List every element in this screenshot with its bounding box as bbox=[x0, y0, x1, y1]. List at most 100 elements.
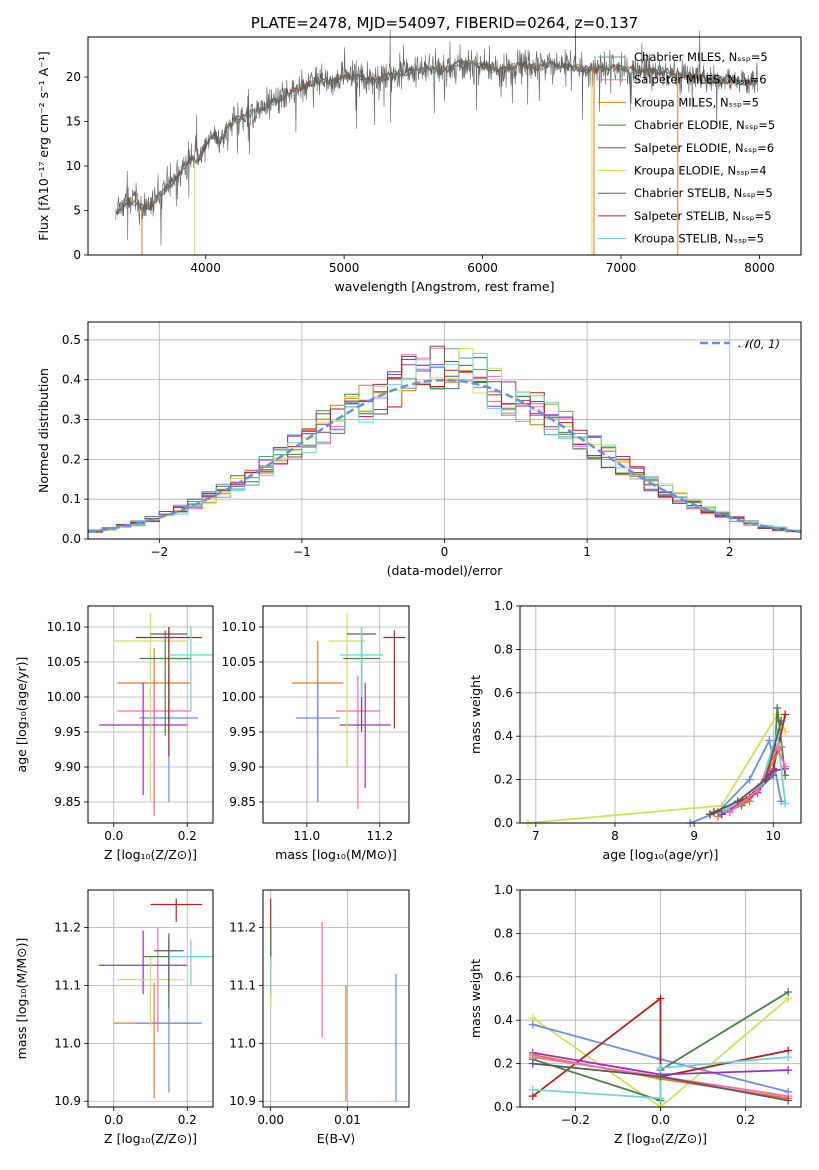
y-tick-label: 1.0 bbox=[494, 599, 513, 613]
y-tick-label: 0.3 bbox=[62, 413, 81, 427]
weight-point-marker bbox=[656, 1072, 665, 1081]
y-tick-label: 0.5 bbox=[62, 333, 81, 347]
y-tick-label: 11.2 bbox=[54, 921, 81, 935]
y-tick-label: 10.9 bbox=[229, 1094, 256, 1108]
axes-frame bbox=[87, 605, 214, 824]
y-tick-label: 15 bbox=[66, 115, 81, 129]
x-tick-label: −2 bbox=[150, 545, 168, 559]
x-tick-label: 0.0 bbox=[104, 829, 123, 843]
x-axis-label: Z [log₁₀(Z/Z⊙)] bbox=[614, 1131, 707, 1146]
plot-area-age_vs_Z bbox=[99, 613, 213, 816]
y-tick-label: 11.1 bbox=[229, 978, 256, 992]
weight-series-line bbox=[709, 720, 783, 816]
weight-point-marker bbox=[528, 1085, 537, 1094]
y-tick-label: 9.90 bbox=[229, 760, 256, 774]
chart-title: PLATE=2478, MJD=54097, FIBERID=0264, z=0… bbox=[251, 14, 638, 32]
y-axis-label: mass weight bbox=[468, 675, 483, 754]
y-tick-label: 9.95 bbox=[229, 725, 256, 739]
y-tick-label: 10.05 bbox=[47, 655, 81, 669]
x-tick-label: 7 bbox=[532, 829, 540, 843]
weight-point-marker bbox=[725, 808, 734, 817]
y-tick-label: 9.85 bbox=[229, 795, 256, 809]
y-tick-label: 20 bbox=[66, 70, 81, 84]
x-tick-label: 7000 bbox=[606, 261, 637, 275]
y-tick-label: 9.95 bbox=[54, 725, 81, 739]
x-tick-label: 9 bbox=[690, 829, 698, 843]
x-axis-label: Z [log₁₀(Z/Z⊙)] bbox=[104, 1131, 197, 1146]
legend-entry: Kroupa MILES, Nₛₛₚ=5 bbox=[634, 95, 759, 109]
weight-point-marker bbox=[781, 710, 790, 719]
x-tick-label: 0.01 bbox=[334, 1113, 361, 1127]
x-tick-label: 10 bbox=[766, 829, 781, 843]
y-tick-label: 0.2 bbox=[494, 1057, 513, 1071]
panel-mass_vs_Z: 0.0 0.2 10.9 11.0 11.1 11.2 Z [log₁₀(Z/Z⊙)] mas… bbox=[14, 889, 214, 1146]
x-axis-label: E(B-V) bbox=[317, 1131, 356, 1146]
x-tick-label: −0.2 bbox=[561, 1113, 590, 1127]
plot-area-mass_vs_Z bbox=[99, 898, 213, 1099]
panel-age_vs_Z: 0.0 0.2 9.85 9.90 9.95 10.00 10.05 10.10 Z [log₁… bbox=[14, 605, 214, 862]
panel-age_vs_mass: 11.0 11.2 9.85 9.90 9.95 10.00 10.05 10.10 mass … bbox=[222, 605, 410, 862]
x-tick-label: 5000 bbox=[329, 261, 360, 275]
weight-point-marker bbox=[765, 736, 774, 745]
x-axis-label: Z [log₁₀(Z/Z⊙)] bbox=[104, 847, 197, 862]
weight-point-marker bbox=[784, 1096, 793, 1105]
x-tick-label: 6000 bbox=[467, 261, 498, 275]
y-tick-label: 0.8 bbox=[494, 642, 513, 656]
panel-weight_vs_age: 7 8 9 10 0.0 0.2 0.4 0.6 0.8 1.0 age [log₁₀(age/yr… bbox=[468, 599, 802, 862]
plot-area-age_vs_mass bbox=[292, 613, 406, 809]
plot-area-weight_vs_Z bbox=[528, 987, 793, 1111]
x-tick-label: 2 bbox=[726, 545, 734, 559]
plot-area-residuals bbox=[87, 345, 802, 534]
weight-series-line bbox=[532, 996, 789, 1097]
weight-point-marker bbox=[656, 1094, 665, 1103]
y-tick-label: 0.1 bbox=[62, 492, 81, 506]
y-tick-label: 10.00 bbox=[47, 690, 81, 704]
weight-point-marker bbox=[745, 797, 754, 806]
y-tick-label: 0.4 bbox=[494, 729, 513, 743]
axes-frame bbox=[262, 889, 410, 1108]
y-tick-label: 0.6 bbox=[494, 970, 513, 984]
weight-point-marker bbox=[777, 717, 786, 726]
x-tick-label: 0.2 bbox=[736, 1113, 755, 1127]
y-tick-label: 0.0 bbox=[494, 1100, 513, 1114]
panel-residuals: −2 −1 0 1 2 0.0 0.1 0.2 0.3 0.4 0.5 (data-model)/er… bbox=[36, 321, 802, 578]
plot-area-spectrum bbox=[115, 19, 759, 255]
weight-point-marker bbox=[717, 810, 726, 819]
x-tick-label: −1 bbox=[293, 545, 311, 559]
legend-entry: Chabrier STELIB, Nₛₛₚ=5 bbox=[634, 186, 773, 200]
legend-entry: Salpeter ELODIE, Nₛₛₚ=6 bbox=[634, 141, 774, 155]
panel-weight_vs_Z: −0.2 0.0 0.2 0.0 0.2 0.4 0.6 0.8 1.0 Z [log₁₀(Z/Z… bbox=[468, 883, 802, 1146]
weight-point-marker bbox=[745, 775, 754, 784]
x-tick-label: 0 bbox=[441, 545, 449, 559]
y-tick-label: 10.00 bbox=[222, 690, 256, 704]
y-tick-label: 11.0 bbox=[54, 1036, 81, 1050]
y-tick-label: 0.0 bbox=[494, 816, 513, 830]
gaussian-reference-line bbox=[87, 378, 802, 534]
y-tick-label: 0.6 bbox=[494, 686, 513, 700]
y-tick-label: 10.9 bbox=[54, 1094, 81, 1108]
legend-entry: Chabrier ELODIE, Nₛₛₚ=5 bbox=[634, 118, 775, 132]
axes-frame bbox=[519, 605, 802, 824]
x-tick-label: 0.00 bbox=[257, 1113, 284, 1127]
y-tick-label: 10.10 bbox=[47, 620, 81, 634]
y-tick-label: 0 bbox=[73, 248, 81, 262]
weight-series-line bbox=[527, 712, 787, 824]
y-axis-label: mass [log₁₀(M/M⊙)] bbox=[14, 938, 29, 1060]
y-tick-label: 11.1 bbox=[54, 978, 81, 992]
axes-frame bbox=[87, 321, 802, 540]
y-tick-label: 10.05 bbox=[222, 655, 256, 669]
weight-point-marker bbox=[781, 762, 790, 771]
plot-area-mass_vs_ebv bbox=[270, 898, 397, 1102]
y-tick-label: 10 bbox=[66, 159, 81, 173]
weight-point-marker bbox=[528, 1020, 537, 1029]
x-tick-label: 1 bbox=[583, 545, 591, 559]
panel-spectrum: 4000 5000 6000 7000 8000 0 5 10 15 20 wavelength [… bbox=[36, 14, 802, 294]
x-tick-label: 4000 bbox=[190, 261, 221, 275]
y-tick-label: 10.10 bbox=[222, 620, 256, 634]
legend-entry: Salpeter STELIB, Nₛₛₚ=5 bbox=[634, 209, 772, 223]
y-axis-label: age [log₁₀(age/yr)] bbox=[14, 657, 29, 773]
x-tick-label: 8000 bbox=[744, 261, 775, 275]
y-tick-label: 11.2 bbox=[229, 921, 256, 935]
axes-frame bbox=[519, 889, 802, 1108]
legend-entry: Kroupa ELODIE, Nₛₛₚ=4 bbox=[634, 164, 767, 178]
